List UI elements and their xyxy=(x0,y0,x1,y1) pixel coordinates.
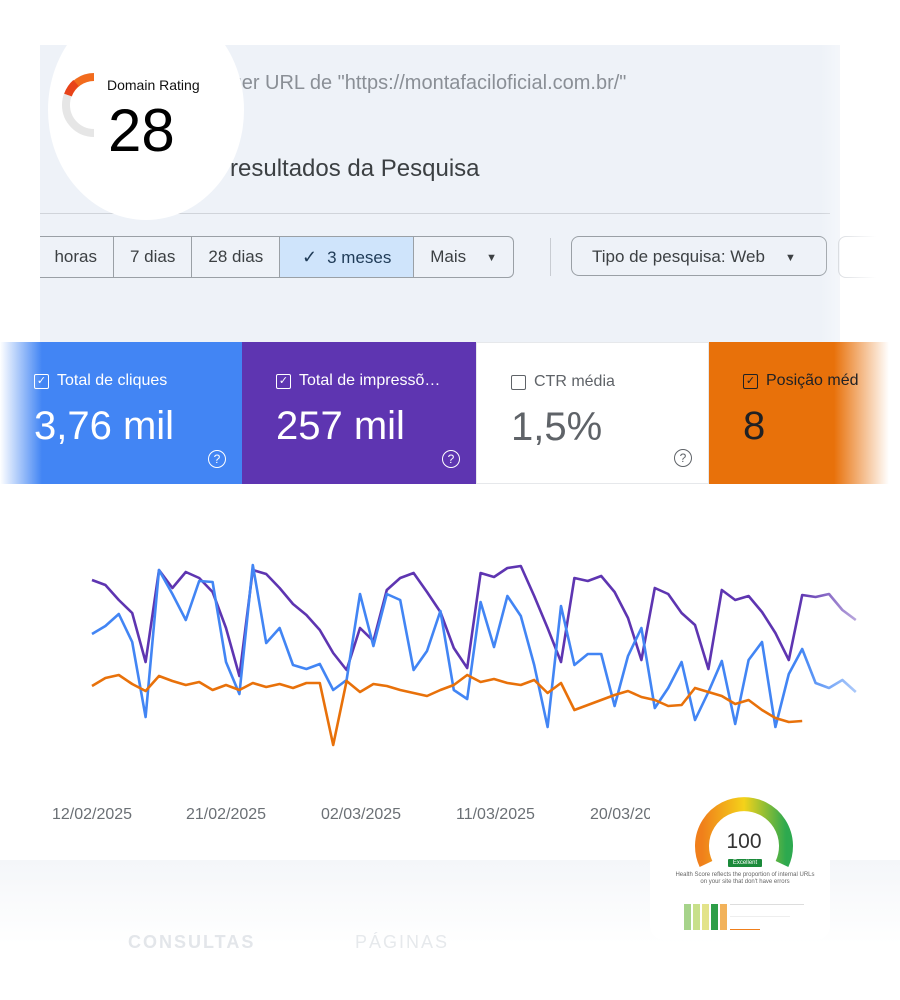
series-line-0 xyxy=(91,564,857,678)
checkbox-checked-icon[interactable]: ✓ xyxy=(276,373,291,389)
check-icon: ✓ xyxy=(302,247,318,267)
checkbox-checked-icon[interactable]: ✓ xyxy=(743,373,758,389)
health-score-badge: Excellent xyxy=(728,859,762,867)
domain-rating-label: Domain Rating xyxy=(107,77,200,93)
help-icon[interactable]: ? xyxy=(208,450,226,468)
chart-edge-fade xyxy=(800,484,900,784)
performance-line-chart xyxy=(91,484,900,784)
domain-rating-badge xyxy=(48,0,244,220)
x-tick-label: 21/02/2025 xyxy=(186,806,267,823)
metric-label: CTR média xyxy=(511,373,708,391)
date-filter-hours[interactable]: horas xyxy=(40,237,114,277)
domain-rating-value: 28 xyxy=(108,97,175,164)
tab-queries[interactable]: CONSULTAS xyxy=(128,932,256,952)
date-filter-28-days[interactable]: 28 dias xyxy=(192,237,281,277)
metric-value-ctr: 1,5% xyxy=(511,405,603,449)
checkbox-unchecked-icon[interactable] xyxy=(511,374,526,390)
edge-fade xyxy=(820,40,900,360)
x-tick-label: 02/03/2025 xyxy=(321,806,402,823)
metric-label: ✓ Posição méd xyxy=(743,372,900,390)
page-title: resultados da Pesquisa xyxy=(230,155,480,182)
search-type-dropdown[interactable]: Tipo de pesquisa: Web ▼ xyxy=(571,236,827,276)
x-tick-label: 12/02/2025 xyxy=(52,806,133,823)
metric-label: ✓ Total de cliques xyxy=(34,372,242,390)
checkbox-checked-icon[interactable]: ✓ xyxy=(34,373,49,389)
metric-card-impressions[interactable]: ✓ Total de impressõ… 257 mil ? xyxy=(242,342,476,484)
metric-value-clicks: 3,76 mil xyxy=(34,404,175,448)
metric-card-clicks[interactable]: ✓ Total de cliques 3,76 mil ? xyxy=(0,342,242,484)
series-line-1 xyxy=(91,563,857,729)
health-gauge-icon xyxy=(695,797,793,867)
url-inspection-bar[interactable]: lquer URL de "https://montafaciloficial.… xyxy=(215,72,627,94)
metric-label: ✓ Total de impressõ… xyxy=(276,372,476,390)
health-bars-icon xyxy=(684,904,804,930)
series-line-2 xyxy=(91,673,803,747)
help-icon[interactable]: ? xyxy=(674,449,692,467)
toolbar-separator xyxy=(550,238,551,276)
date-range-selector: horas 7 dias 28 dias ✓ 3 meses Mais ▼ xyxy=(40,236,514,278)
metric-label-text: Total de cliques xyxy=(57,372,168,389)
tab-pages[interactable]: PÁGINAS xyxy=(355,932,450,952)
date-filter-3-months-label: 3 meses xyxy=(327,248,392,267)
metric-label-text: Total de impressõ… xyxy=(299,372,441,389)
help-icon[interactable]: ? xyxy=(442,450,460,468)
metric-value-impressions: 257 mil xyxy=(276,404,405,448)
health-score-value: 100 xyxy=(726,830,762,853)
metric-card-position[interactable]: ✓ Posição méd 8 xyxy=(709,342,900,484)
date-filter-3-months[interactable]: ✓ 3 meses xyxy=(280,237,415,277)
date-filter-more-label: Mais xyxy=(430,247,467,266)
search-type-label: Tipo de pesquisa: Web xyxy=(592,247,765,266)
date-filter-7-days[interactable]: 7 dias xyxy=(114,237,193,277)
metric-value-position: 8 xyxy=(743,404,766,448)
metric-card-ctr[interactable]: CTR média 1,5% ? xyxy=(476,342,709,484)
x-tick-label: 11/03/2025 xyxy=(456,806,535,823)
date-filter-more[interactable]: Mais ▼ xyxy=(414,237,513,277)
chevron-down-icon: ▼ xyxy=(784,251,796,264)
domain-rating-gauge-icon xyxy=(62,73,95,137)
divider xyxy=(40,213,830,214)
x-tick-label: 20/03/20 xyxy=(590,806,653,823)
metric-label-text: CTR média xyxy=(534,373,615,390)
chevron-down-icon: ▼ xyxy=(486,251,497,264)
metric-label-text: Posição méd xyxy=(766,372,859,389)
health-score-description: Health Score reflects the proportion of … xyxy=(675,872,815,885)
